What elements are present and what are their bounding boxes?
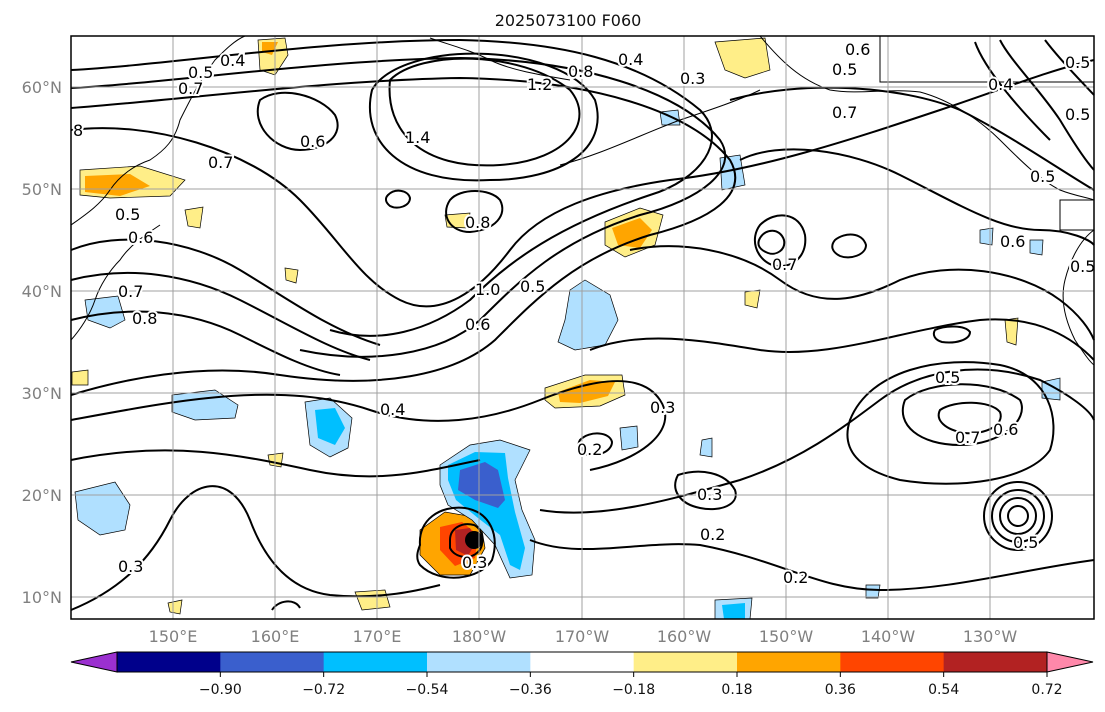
lat-label: 30°N (22, 384, 62, 403)
contour-label: 0.4 (988, 75, 1013, 94)
contour-label: 0.3 (680, 69, 705, 88)
contour-label: 0.6 (128, 228, 153, 247)
contour-label: 0.5 (520, 277, 545, 296)
contour-label: 1.2 (527, 75, 552, 94)
contour-label: 0.7 (118, 282, 143, 301)
figure-title: 2025073100 F060 (495, 11, 642, 30)
colorbar-segment (840, 652, 945, 672)
map-frame (70, 35, 1095, 620)
contour-label: 0.5 (188, 63, 213, 82)
contour-label: 0.8 (465, 213, 490, 232)
contour-label: 1.4 (405, 128, 430, 147)
colorbar-frame (116, 651, 1048, 673)
gridlines (71, 36, 1094, 619)
colorbar-segment (633, 652, 738, 672)
lat-label: 20°N (22, 486, 62, 505)
coastlines (70, 35, 1095, 366)
contour-label: 0.6 (1000, 232, 1025, 251)
colorbar-extend-low (70, 651, 118, 673)
contour-label: 0.5 (935, 368, 960, 387)
contour-label: 0.3 (697, 485, 722, 504)
colorbar-tick-label: 0.72 (1031, 682, 1062, 698)
contour-label: 0.7 (178, 79, 203, 98)
contour-label: 0.5 (832, 60, 857, 79)
contour-label: 0.7 (832, 103, 857, 122)
contour-label: 0.7 (772, 255, 797, 274)
lon-axis: 150°E 160°E 170°E 180°W 170°W 160°W 150°… (149, 627, 1018, 646)
lon-label: 170°W (555, 627, 610, 646)
colorbar-segment (737, 652, 841, 672)
colorbar: −0.90 −0.72 −0.54 −0.36 −0.18 0.18 0.36 0.54 0.7… (70, 651, 1094, 698)
contour-label: 0.7 (955, 428, 980, 447)
contour-label: 0.3 (462, 553, 487, 572)
colorbar-segment (943, 652, 1048, 672)
colorbar-segment (220, 652, 325, 672)
colorbar-segment (427, 652, 531, 672)
contour-lines (70, 38, 1095, 611)
contour-label: 0.5 (1013, 533, 1038, 552)
colorbar-segment (323, 652, 428, 672)
contour-label: 0.4 (380, 400, 405, 419)
contour-label: 0.6 (845, 40, 870, 59)
lon-label: 170°E (353, 627, 402, 646)
contour-label: 0.5 (1070, 257, 1095, 276)
contour-label: 0.5 (1030, 167, 1055, 186)
colorbar-tick-label: −0.36 (509, 682, 552, 698)
lon-label: 130°W (963, 627, 1018, 646)
colorbar-tick-label: −0.18 (612, 682, 655, 698)
colorbar-segment (530, 652, 635, 672)
colorbar-tick-label: −0.72 (302, 682, 345, 698)
colorbar-tick-label: 0.36 (825, 682, 856, 698)
contour-label: 0.5 (115, 205, 140, 224)
lat-label: 40°N (22, 282, 62, 301)
contour-label: 1.0 (475, 280, 500, 299)
lon-label: 160°W (657, 627, 712, 646)
contour-label: 0.6 (465, 315, 490, 334)
contour-label: 0.6 (300, 132, 325, 151)
contour-label: 0.4 (618, 50, 643, 69)
contour-label: 0.8 (132, 309, 157, 328)
lat-label: 50°N (22, 180, 62, 199)
lon-label: 180°W (452, 627, 507, 646)
contour-label: 0.3 (650, 398, 675, 417)
contour-label: 8 (73, 121, 83, 140)
contour-label: 0.6 (993, 420, 1018, 439)
contour-label: 0.5 (1065, 105, 1090, 124)
contour-label: 0.4 (220, 51, 245, 70)
lon-label: 150°E (149, 627, 198, 646)
map-panel: 0.4 0.5 0.7 8 0.7 0.5 0.6 0.7 0.8 0.6 1.… (70, 35, 1097, 620)
contour-label: 0.2 (577, 440, 602, 459)
contour-label: 0.2 (783, 568, 808, 587)
shaded-areas (71, 37, 1061, 620)
colorbar-tick-label: 0.18 (721, 682, 752, 698)
colorbar-tick-label: 0.54 (928, 682, 959, 698)
lat-axis: 60°N 50°N 40°N 30°N 20°N 10°N (22, 78, 62, 607)
contour-label: 0.7 (208, 153, 233, 172)
colorbar-segment (117, 652, 221, 672)
contour-label: 0.2 (700, 525, 725, 544)
contour-labels: 0.4 0.5 0.7 8 0.7 0.5 0.6 0.7 0.8 0.6 1.… (71, 38, 1097, 589)
contour-label: 0.8 (568, 62, 593, 81)
lat-label: 10°N (22, 588, 62, 607)
contour-label: 0.3 (118, 557, 143, 576)
lon-label: 160°E (251, 627, 300, 646)
lat-label: 60°N (22, 78, 62, 97)
colorbar-tick-label: −0.90 (199, 682, 242, 698)
lon-label: 150°W (759, 627, 814, 646)
colorbar-extend-high (1046, 651, 1094, 673)
lon-label: 140°W (861, 627, 916, 646)
colorbar-tick-label: −0.54 (406, 682, 449, 698)
contour-label: 0.5 (1065, 53, 1090, 72)
